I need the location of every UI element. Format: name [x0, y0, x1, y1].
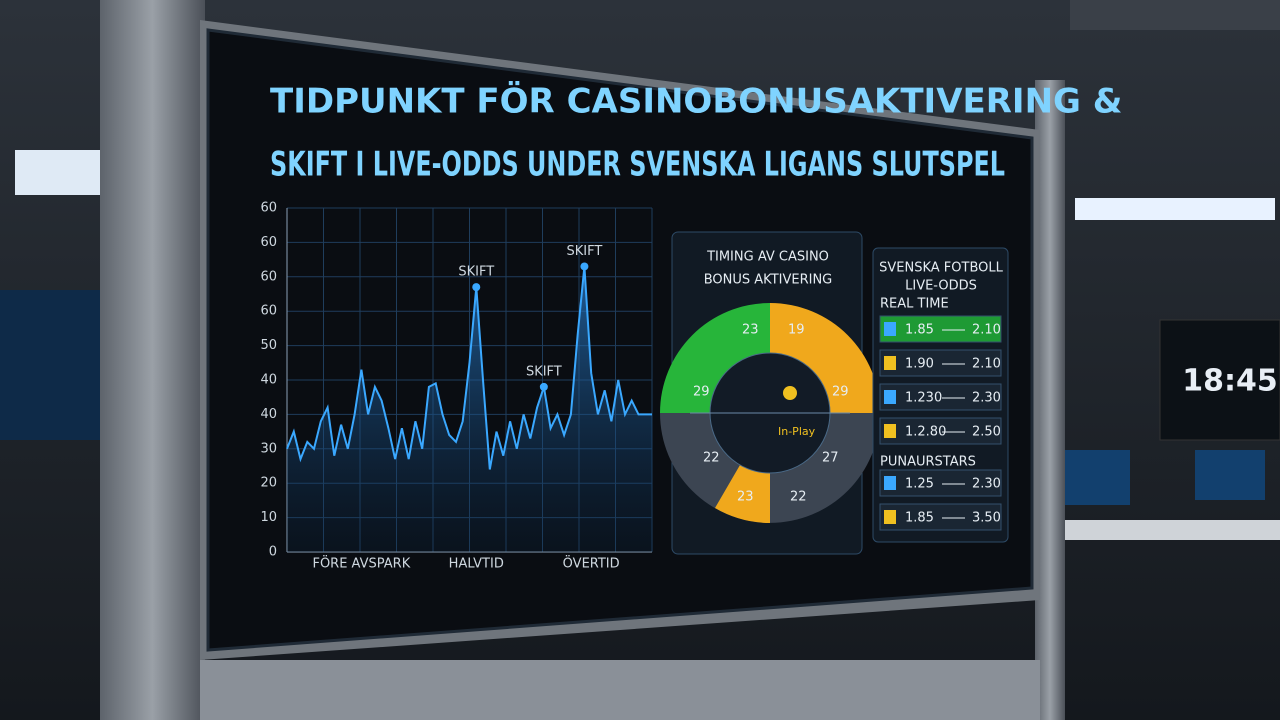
highlight-point	[472, 283, 481, 292]
y-tick-label: 60	[260, 304, 277, 319]
desk-monitor	[1195, 450, 1265, 500]
icon	[783, 386, 797, 400]
odds-row	[879, 469, 1002, 497]
odds-panel: SVENSKA FOTBOLL LIVE-ODDS REAL TIME PUNA…	[872, 247, 1009, 543]
odds-to: 2.30	[972, 391, 1001, 406]
team-badge	[884, 510, 896, 524]
odds-row	[879, 417, 1002, 445]
odds-from: 1.85	[905, 511, 934, 526]
panel-title: LIVE-ODDS	[905, 279, 977, 294]
wheel-panel: TIMING AV CASINO BONUS AKTIVERING 23 19 …	[660, 231, 880, 555]
odds-to: 2.10	[972, 323, 1001, 338]
area	[287, 266, 652, 552]
odds-from: 1.2.80	[905, 425, 946, 440]
ceiling	[1070, 0, 1280, 30]
team-badge	[884, 356, 896, 370]
segment-label: 29	[693, 385, 710, 400]
x-tick-label: ÖVERTID	[563, 555, 620, 572]
odds-to: 2.10	[972, 357, 1001, 372]
odds-from: 1.85	[905, 323, 934, 338]
y-tick-label: 0	[269, 545, 277, 560]
clock: 18:45	[1182, 364, 1278, 399]
wheel-segment	[660, 303, 770, 413]
line-chart: 0 10 20 30 40 40 50 60 60 60 60 FÖRE AVSPARK HALVTID…	[260, 201, 653, 572]
team-badge	[884, 424, 896, 438]
ceiling-light	[15, 150, 100, 195]
odds-to: 2.30	[972, 477, 1001, 492]
y-tick-label: 60	[260, 235, 277, 250]
title-line: SKIFT I LIVE-ODDS UNDER SVENSKA LIGANS S…	[270, 145, 1005, 185]
ceiling-light	[1075, 198, 1275, 220]
segment-label: 27	[822, 451, 839, 466]
y-tick-label: 60	[260, 269, 277, 284]
odds-row	[879, 349, 1002, 377]
title-line: TIDPUNKT FÖR CASINOBONUSAKTIVERING &	[270, 81, 1122, 122]
y-tick-label: 50	[260, 338, 277, 353]
side-monitor	[0, 290, 100, 440]
annotation: SKIFT	[458, 265, 494, 280]
section-label: PUNAURSTARS	[880, 455, 976, 470]
desk	[1060, 520, 1280, 540]
wheel-segment	[715, 465, 770, 523]
segment-label: 22	[790, 490, 807, 505]
segment-label: 23	[737, 490, 754, 505]
section-label: REAL TIME	[880, 297, 949, 312]
line	[286, 266, 652, 470]
odds-row	[879, 315, 1002, 343]
segment-label: 23	[742, 323, 759, 338]
wall-clock-screen	[1159, 319, 1280, 441]
segment-label: 19	[788, 323, 805, 338]
team-badge	[884, 476, 896, 490]
team-badge	[884, 390, 896, 404]
x-tick-label: FÖRE AVSPARK	[312, 555, 410, 572]
segment-label: 29	[832, 385, 849, 400]
annotation: SKIFT	[567, 244, 603, 259]
panel-title: TIMING AV CASINO	[706, 250, 829, 265]
odds-to: 3.50	[972, 511, 1001, 526]
panel-title: BONUS AKTIVERING	[704, 273, 833, 288]
annotation: SKIFT	[526, 364, 562, 379]
x-tick-label: HALVTID	[449, 557, 504, 572]
highlight-point	[580, 262, 589, 271]
y-tick-label: 60	[260, 201, 277, 216]
wheel-segment	[770, 303, 880, 413]
odds-row	[879, 503, 1002, 531]
odds-to: 2.50	[972, 425, 1001, 440]
panel-title: SVENSKA FOTBOLL	[879, 261, 1003, 276]
highlight-point	[539, 382, 548, 391]
y-tick-label: 40	[260, 373, 277, 388]
y-tick-label: 10	[260, 510, 277, 525]
segment-label: 22	[703, 451, 720, 466]
y-tick-label: 20	[260, 476, 277, 491]
desk-monitor	[1060, 450, 1130, 505]
odds-from: 1.230	[905, 391, 942, 406]
y-tick-label: 30	[260, 441, 277, 456]
odds-row	[879, 383, 1002, 411]
wheel-segment	[660, 413, 880, 523]
odds-from: 1.25	[905, 477, 934, 492]
pillar	[100, 0, 205, 720]
team-badge	[884, 322, 896, 336]
odds-from: 1.90	[905, 357, 934, 372]
y-tick-label: 40	[260, 407, 277, 422]
center-label: In-Play	[778, 425, 816, 438]
base	[200, 660, 1040, 720]
